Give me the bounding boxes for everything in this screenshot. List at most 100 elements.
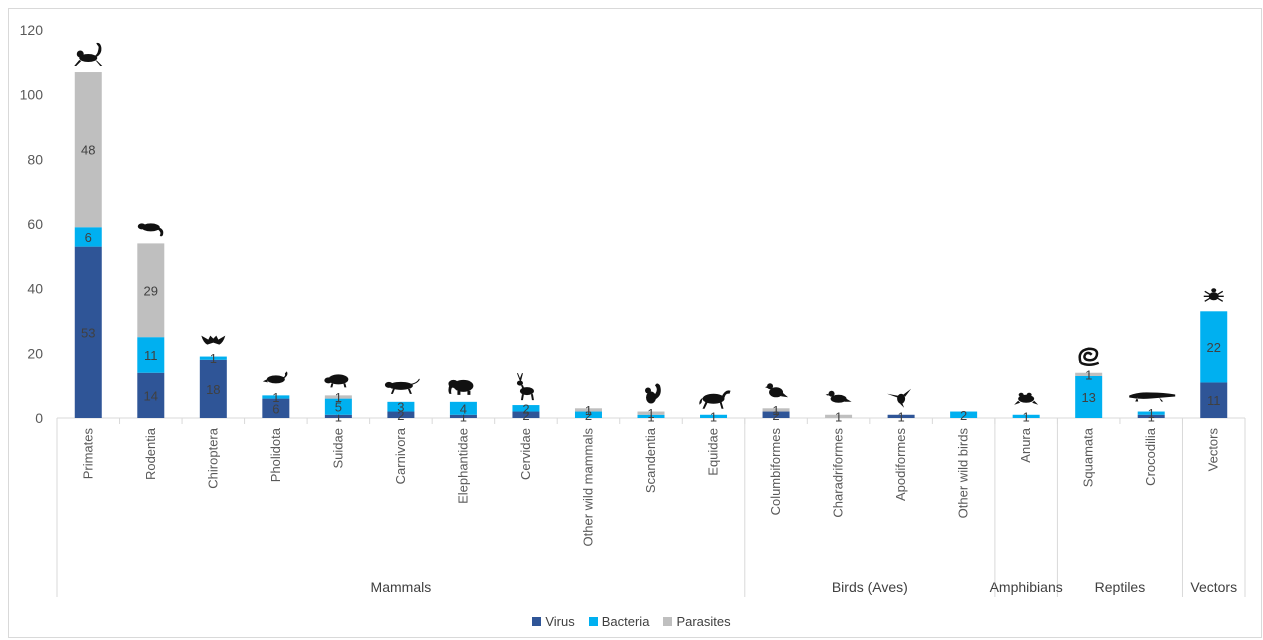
- bar-segment-bacteria: [199, 356, 227, 360]
- data-label: 2: [397, 408, 404, 423]
- icon-shape: [141, 223, 160, 232]
- group-label: Birds (Aves): [832, 579, 908, 595]
- bar-segment-virus: [762, 411, 790, 418]
- icon-shape: [201, 335, 226, 345]
- bar-segment-bacteria: [449, 401, 477, 415]
- data-label: 22: [1207, 340, 1221, 355]
- data-label: 1: [835, 409, 842, 424]
- category-label: Carnivora: [393, 427, 408, 484]
- gull-icon: [825, 390, 852, 407]
- icon-shape: [157, 227, 164, 237]
- bar-segment-bacteria: [574, 411, 602, 418]
- bar-segment-bacteria: [1200, 311, 1228, 383]
- icon-shape: [645, 387, 651, 394]
- bar-segment-parasites: [574, 408, 602, 412]
- data-label: 1: [335, 390, 342, 405]
- bar-segment-virus: [1137, 414, 1165, 418]
- data-label: 1: [772, 403, 779, 418]
- bar-segment-bacteria: [1012, 414, 1040, 418]
- icon-shape: [1208, 292, 1219, 301]
- bar-segment-virus: [449, 414, 477, 418]
- y-tick-label: 40: [27, 281, 43, 297]
- legend-label: Virus: [545, 613, 575, 629]
- group-label: Reptiles: [1095, 579, 1146, 595]
- data-label: 11: [144, 348, 158, 363]
- bar-segment-virus: [512, 411, 540, 418]
- category-label: Other wild birds: [956, 428, 971, 519]
- icon-shape: [1129, 392, 1176, 402]
- bar-segment-parasites: [637, 411, 665, 415]
- y-tick-label: 120: [20, 22, 44, 38]
- data-label: 1: [710, 409, 717, 424]
- y-tick-label: 20: [27, 345, 43, 361]
- icon-shape: [384, 381, 393, 388]
- data-label: 1: [1023, 409, 1030, 424]
- monkey-icon: [74, 42, 103, 67]
- icon-shape: [897, 393, 906, 404]
- data-label: 6: [85, 230, 92, 245]
- legend-swatch: [663, 616, 673, 626]
- icon-shape: [825, 393, 852, 407]
- data-label: 6: [272, 401, 279, 416]
- icon-shape: [769, 387, 784, 398]
- category-label: Suidae: [330, 428, 345, 468]
- icon-shape: [328, 374, 349, 385]
- y-tick-label: 80: [27, 151, 43, 167]
- icon-shape: [830, 394, 847, 403]
- rat-icon: [137, 223, 164, 237]
- category-label: Crocodilia: [1143, 427, 1158, 486]
- pangolin-icon: [262, 371, 288, 384]
- data-label: 1: [1148, 409, 1155, 424]
- bar-segment-virus: [1200, 382, 1228, 418]
- elephant-icon: [448, 379, 474, 395]
- y-tick-label: 0: [35, 410, 43, 426]
- category-label: Charadriformes: [831, 428, 846, 518]
- category-label: Cervidae: [518, 428, 533, 480]
- data-label: 4: [460, 401, 467, 416]
- bar-segment-parasites: [137, 243, 165, 338]
- group-label: Amphibians: [990, 579, 1063, 595]
- bat-icon: [201, 335, 226, 345]
- hummingbird-icon: [887, 388, 912, 408]
- data-label: 1: [272, 390, 279, 405]
- data-label: 2: [960, 408, 967, 423]
- legend-item: Parasites: [663, 614, 731, 629]
- icon-shape: [516, 380, 523, 386]
- icon-shape: [262, 371, 288, 383]
- category-label: Rodentia: [143, 427, 158, 480]
- y-tick-label: 60: [27, 216, 43, 232]
- bar-segment-virus: [387, 411, 415, 418]
- data-label: 2: [522, 408, 529, 423]
- data-label: 5: [335, 400, 342, 415]
- icon-shape: [516, 373, 534, 401]
- frog-icon: [1014, 392, 1039, 405]
- data-label: 53: [81, 325, 95, 340]
- legend-item: Virus: [532, 613, 575, 629]
- category-label: Chiroptera: [205, 427, 220, 488]
- bar-segment-bacteria: [262, 395, 290, 399]
- icon-shape: [330, 383, 347, 388]
- data-label: 13: [1081, 390, 1095, 405]
- icon-shape: [519, 387, 534, 396]
- data-label: 11: [1207, 393, 1221, 408]
- bar-segment-virus: [324, 414, 352, 418]
- icon-shape: [94, 42, 102, 58]
- icon-shape: [654, 383, 661, 400]
- panther-icon: [384, 378, 420, 394]
- snake-icon: [1078, 347, 1100, 366]
- data-label: 29: [144, 283, 158, 298]
- bar-segment-parasites: [324, 395, 352, 399]
- icon-shape: [767, 383, 774, 390]
- icon-shape: [266, 375, 285, 384]
- legend-swatch: [588, 616, 598, 626]
- icon-shape: [1078, 347, 1100, 366]
- category-label: Pholidota: [268, 427, 283, 482]
- icon-shape: [448, 384, 471, 395]
- icon-shape: [1018, 392, 1024, 397]
- category-label: Squamata: [1081, 427, 1096, 487]
- data-label: 2: [772, 408, 779, 423]
- horse-icon: [699, 390, 731, 409]
- category-label: Other wild mammals: [580, 428, 595, 547]
- category-label: Equidae: [706, 428, 721, 476]
